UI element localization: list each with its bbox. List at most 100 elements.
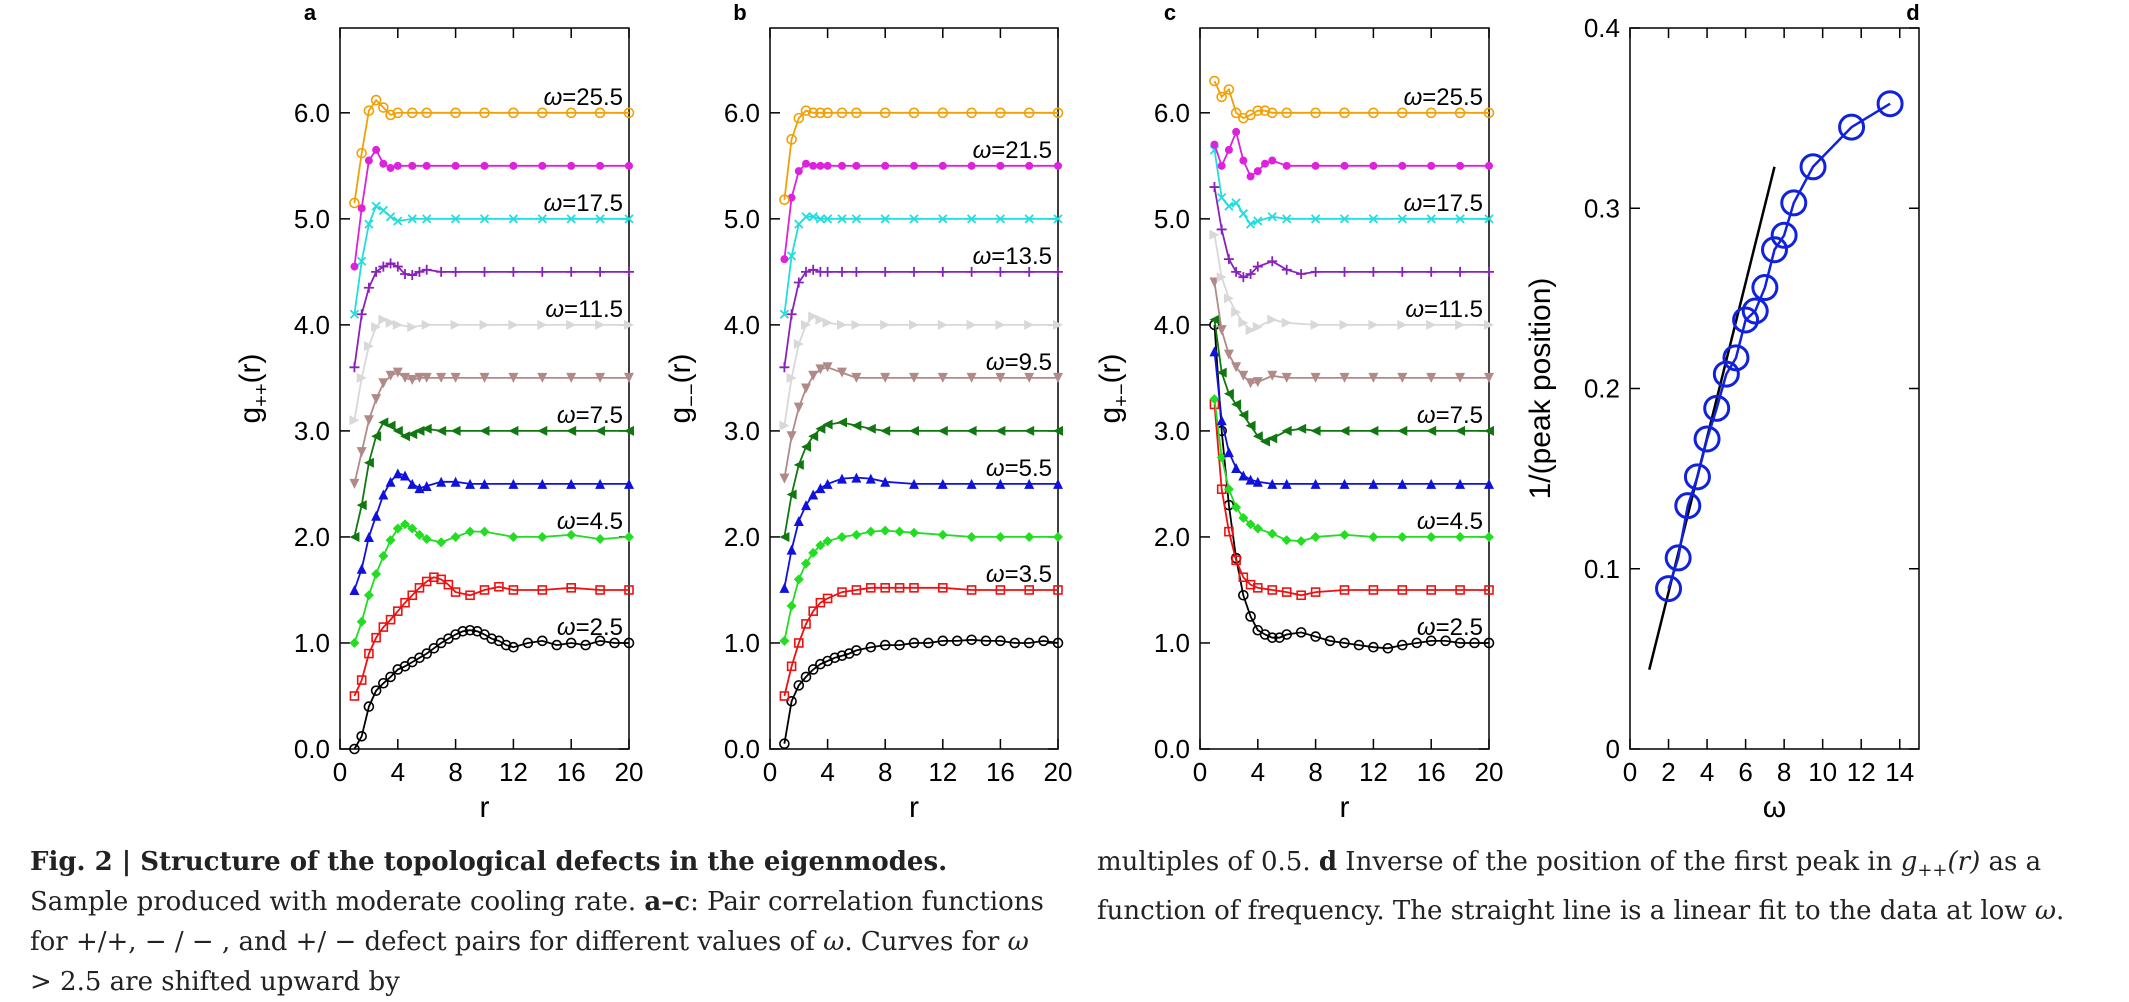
data-point xyxy=(967,161,976,170)
data-point xyxy=(1398,161,1407,170)
data-point xyxy=(436,537,447,548)
data-point xyxy=(1310,214,1321,224)
data-point xyxy=(349,197,360,209)
data-point xyxy=(1484,319,1494,330)
data-point xyxy=(371,632,381,643)
x-axis-label: r xyxy=(480,791,490,824)
data-point xyxy=(1224,201,1234,211)
data-point xyxy=(1024,585,1034,595)
data-point xyxy=(1310,425,1321,436)
data-point xyxy=(1455,214,1465,224)
data-point xyxy=(595,425,606,436)
data-point xyxy=(1245,474,1256,485)
data-point xyxy=(1674,492,1702,520)
data-point xyxy=(421,319,432,330)
data-point xyxy=(1252,523,1263,534)
data-point xyxy=(624,319,634,330)
data-point xyxy=(1455,266,1466,277)
data-point xyxy=(357,256,367,266)
data-point xyxy=(421,423,432,434)
data-point xyxy=(1038,635,1049,647)
data-point xyxy=(400,597,410,608)
y-tick-label: 3.0 xyxy=(294,416,330,446)
x-axis-label: ω xyxy=(1763,791,1786,824)
data-point xyxy=(836,107,848,119)
data-point xyxy=(378,261,389,272)
data-point xyxy=(1209,394,1220,405)
data-point xyxy=(1455,585,1465,595)
data-point xyxy=(1655,575,1683,603)
data-point xyxy=(1485,161,1493,170)
data-point xyxy=(1368,319,1379,330)
plot-frame xyxy=(339,27,630,750)
data-point xyxy=(793,402,804,413)
y-tick-label: 5.0 xyxy=(294,204,330,234)
data-point xyxy=(995,635,1006,647)
data-point xyxy=(428,642,440,654)
data-point xyxy=(363,341,374,352)
data-point xyxy=(537,531,548,542)
data-point xyxy=(815,214,826,224)
data-point xyxy=(1469,637,1480,649)
data-point xyxy=(624,585,634,595)
data-point xyxy=(400,470,411,481)
data-point xyxy=(379,159,388,168)
data-point xyxy=(566,214,576,224)
data-point xyxy=(1339,585,1350,595)
data-point xyxy=(1267,212,1277,222)
data-point xyxy=(1052,107,1064,119)
series-line xyxy=(1213,282,1489,385)
y-tick-label: 4.0 xyxy=(294,310,330,340)
data-point xyxy=(1267,256,1278,267)
data-point xyxy=(349,362,360,373)
data-point xyxy=(1238,470,1249,481)
data-point xyxy=(363,531,374,542)
data-point xyxy=(1209,314,1220,325)
data-point xyxy=(880,583,891,593)
data-point xyxy=(349,691,360,701)
data-point xyxy=(1253,216,1263,226)
data-point xyxy=(966,585,977,595)
data-point xyxy=(1053,425,1063,436)
data-point xyxy=(509,161,518,170)
data-point xyxy=(1426,319,1437,330)
data-point xyxy=(1397,266,1408,277)
data-point xyxy=(1281,587,1292,597)
data-point xyxy=(1310,631,1321,642)
data-point xyxy=(786,489,797,500)
data-point xyxy=(1712,360,1740,388)
data-point xyxy=(537,266,548,277)
data-point xyxy=(494,581,504,592)
data-point xyxy=(537,585,548,595)
data-point xyxy=(1426,372,1437,383)
data-point xyxy=(1397,585,1408,595)
data-point xyxy=(1252,476,1263,487)
data-point xyxy=(595,478,606,489)
curve-label: ω=17.5 xyxy=(1404,190,1483,217)
data-point xyxy=(951,635,963,647)
data-point xyxy=(465,478,476,489)
data-point xyxy=(1024,425,1035,436)
data-point xyxy=(537,425,548,436)
data-point xyxy=(1216,91,1227,103)
data-point xyxy=(1770,221,1798,249)
data-point xyxy=(880,319,891,330)
data-point xyxy=(1252,377,1263,388)
data-point xyxy=(786,695,797,707)
data-point xyxy=(851,645,862,656)
data-point xyxy=(1209,229,1220,240)
data-point xyxy=(414,583,425,593)
data-point xyxy=(1239,156,1248,165)
data-point xyxy=(865,473,876,484)
data-point xyxy=(356,616,367,627)
x-tick-label: 8 xyxy=(878,757,892,787)
x-tick-label: 4 xyxy=(1251,757,1265,787)
data-point xyxy=(537,214,547,224)
data-point xyxy=(807,107,819,119)
data-point xyxy=(370,685,382,696)
caption-text: as a function of frequency. The straight… xyxy=(1097,847,2042,927)
data-point xyxy=(1209,75,1220,87)
data-point xyxy=(801,558,811,569)
data-point xyxy=(414,425,425,436)
x-tick-label: 20 xyxy=(1475,757,1504,787)
